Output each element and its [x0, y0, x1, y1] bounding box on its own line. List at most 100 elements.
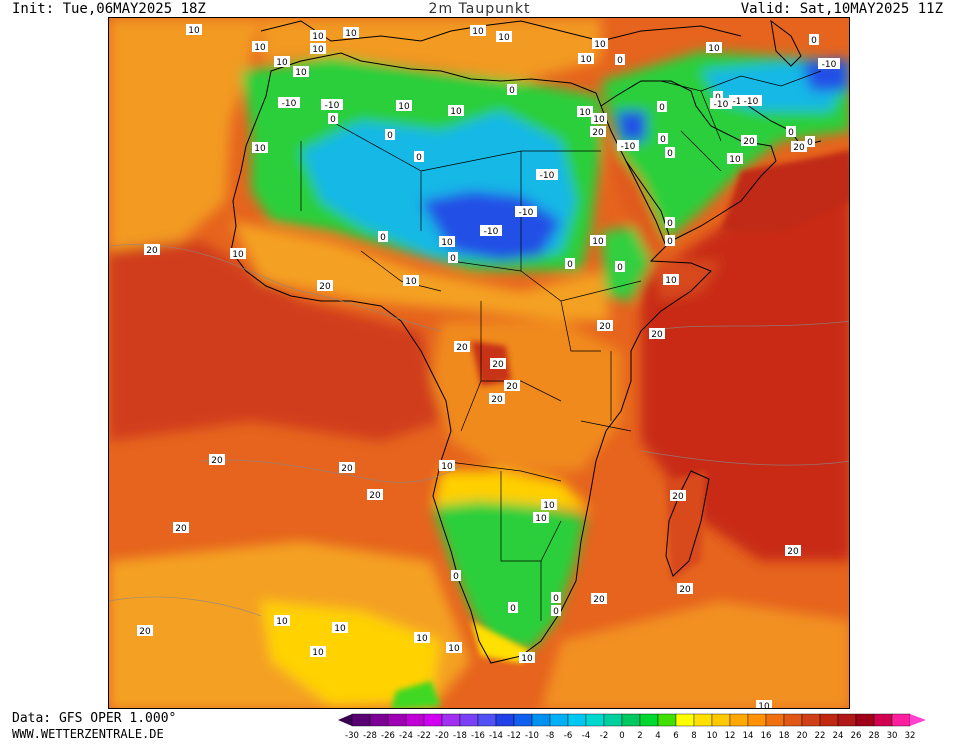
legend-swatch	[423, 713, 443, 727]
contour-label: -10	[617, 140, 639, 152]
contour-label: 20	[677, 583, 693, 595]
color-legend: -30 -28 -26 -24 -22 -20 -18 -16 -14 -12 -10 -8 -6 -4-…	[336, 712, 958, 741]
contour-label: 20	[454, 341, 470, 353]
contour-label: 0	[551, 592, 561, 604]
field-atlantic-north	[109, 18, 261, 251]
contour-label-text: 10	[521, 654, 533, 664]
contour-label: 10	[533, 512, 549, 524]
contour-label-text: 20	[139, 627, 151, 637]
contour-label-text: 10	[758, 702, 770, 709]
contour-label-text: 10	[498, 33, 510, 43]
contour-label: 10	[577, 106, 593, 118]
contour-label-text: -10	[621, 142, 636, 152]
contour-label: 20	[490, 358, 506, 370]
contour-label-text: 10	[708, 44, 720, 54]
contour-label: 10	[578, 53, 594, 65]
legend-tick-label: 22	[815, 731, 826, 741]
contour-label-text: 10	[295, 68, 307, 78]
contour-label: 10	[470, 25, 486, 37]
africa-coastline	[230, 52, 712, 664]
legend-swatch	[747, 713, 767, 727]
legend-arrow-low	[338, 714, 352, 726]
contour-label: 10	[293, 66, 309, 78]
contour-label-text: 0	[660, 135, 666, 145]
contour-label: -10	[480, 225, 502, 237]
legend-tick-label: -26	[381, 731, 395, 741]
legend-tick-label: -30	[345, 731, 359, 741]
contour-label-text: 0	[450, 254, 456, 264]
legend-swatch	[459, 713, 479, 727]
contour-label: 10	[310, 43, 326, 55]
legend-swatch	[495, 713, 515, 727]
contour-label: 10	[439, 236, 455, 248]
legend-tick-label: -2	[600, 731, 608, 741]
legend-swatch	[765, 713, 785, 727]
caspian	[770, 19, 802, 67]
init-time: Init: Tue,06MAY2025 18Z	[12, 1, 206, 17]
legend-swatch	[351, 713, 371, 727]
contour-label-text: -10	[484, 227, 499, 237]
contour-label-text: 10	[441, 462, 453, 472]
contour-label: 20	[317, 280, 333, 292]
legend-swatch	[819, 713, 839, 727]
legend-tick-label: 20	[797, 731, 808, 741]
contour-label-text: 10	[592, 237, 604, 247]
contour-label: 10	[274, 56, 290, 68]
contour-label-text: 20	[146, 246, 158, 256]
legend-swatch	[531, 713, 551, 727]
contour-label: -10	[321, 99, 343, 111]
field-south-indian	[541, 601, 849, 708]
contour-label: 20	[791, 141, 807, 153]
contour-label: 0	[414, 151, 424, 163]
contour-label: 10	[310, 30, 326, 42]
legend-tick-label: -18	[453, 731, 467, 741]
legend-swatch	[441, 713, 461, 727]
contour-label-text: 20	[341, 464, 353, 474]
contour-label: 0	[615, 261, 625, 273]
legend-swatch	[549, 713, 569, 727]
contour-label: 20	[367, 489, 383, 501]
contour-label-text: 0	[380, 233, 386, 243]
contour-label: -10	[536, 169, 558, 181]
contour-label-text: 10	[579, 108, 591, 118]
borders	[300, 70, 822, 621]
contour-label-text: 0	[788, 128, 794, 138]
contour-label-text: 10	[276, 58, 288, 68]
contour-label: -10	[278, 97, 300, 109]
legend-tick-label: -24	[399, 731, 413, 741]
contour-label: 0	[508, 602, 518, 614]
contour-label-text: 0	[553, 607, 559, 617]
contour-label: 10	[414, 632, 430, 644]
contour-label-text: 20	[491, 395, 503, 405]
contour-label-text: 10	[345, 29, 357, 39]
contour-label: 10	[663, 274, 679, 286]
contour-label: 10	[439, 460, 455, 472]
contour-label: 10	[403, 275, 419, 287]
contour-label-text: 10	[665, 276, 677, 286]
contour-label-text: 10	[450, 107, 462, 117]
contour-label: 20	[173, 522, 189, 534]
legend-swatch	[837, 713, 857, 727]
contour-label-text: 20	[599, 322, 611, 332]
contour-label-text: 0	[667, 219, 673, 229]
contour-label-text: -10	[540, 171, 555, 181]
legend-tick-label: -28	[363, 731, 377, 741]
legend-swatch	[729, 713, 749, 727]
contour-label-text: 10	[232, 250, 244, 260]
contour-label-text: 0	[617, 56, 623, 66]
contour-label: -10	[740, 95, 762, 107]
legend-tick-label: -6	[564, 731, 572, 741]
contour-label-text: 0	[617, 263, 623, 273]
contour-label-text: 10	[416, 634, 428, 644]
contour-label: 20	[504, 380, 520, 392]
contour-label: -1	[729, 95, 745, 107]
contour-label-text: 0	[416, 153, 422, 163]
contour-label: 20	[741, 135, 757, 147]
legend-tick-label: 10	[707, 731, 718, 741]
field-tropical-atlantic	[109, 241, 441, 441]
data-source: Data: GFS OPER 1.000°	[12, 711, 177, 726]
legend-swatch	[603, 713, 623, 727]
contour-label-text: 20	[175, 524, 187, 534]
contour-label: 20	[209, 454, 225, 466]
